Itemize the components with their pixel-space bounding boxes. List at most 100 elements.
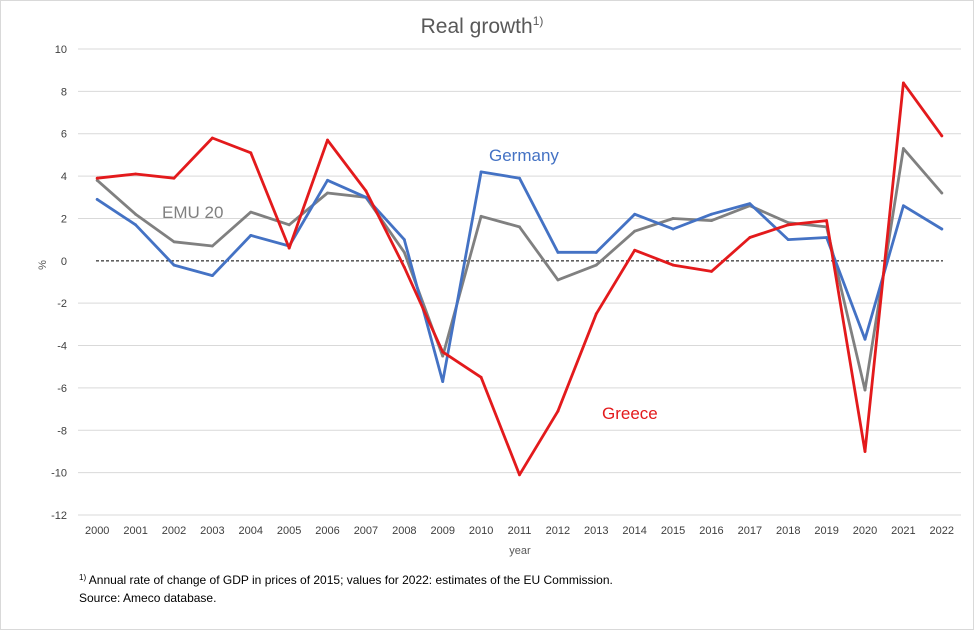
data-point xyxy=(249,151,253,155)
data-point xyxy=(940,191,944,195)
x-tick-label: 2004 xyxy=(239,525,263,537)
data-point xyxy=(940,134,944,138)
data-point xyxy=(556,278,560,282)
chart-title-text: Real growth xyxy=(421,15,533,38)
data-point xyxy=(518,176,521,180)
data-point xyxy=(326,138,329,142)
x-axis-ticks: 2000 2001 2002 2003 2004 2005 2006 2007 2008 2009… xyxy=(85,525,954,537)
series-line-greece xyxy=(95,81,944,477)
footnote: 1) Annual rate of change of GDP in price… xyxy=(79,571,613,607)
y-tick-label: 10 xyxy=(55,44,67,56)
data-point xyxy=(863,337,867,341)
footnote-marker: 1) xyxy=(79,573,87,582)
data-point xyxy=(326,178,329,182)
x-tick-label: 2016 xyxy=(699,525,723,537)
data-point xyxy=(902,204,905,208)
y-axis-label: % xyxy=(37,260,49,270)
data-point xyxy=(671,263,675,267)
data-point xyxy=(710,219,713,222)
data-point xyxy=(479,170,483,174)
y-tick-label: 2 xyxy=(61,213,67,225)
x-tick-label: 2002 xyxy=(162,525,186,537)
data-point xyxy=(518,473,521,477)
y-tick-label: -2 xyxy=(57,298,67,310)
y-tick-label: -6 xyxy=(57,383,67,395)
data-point xyxy=(402,238,406,242)
series-line-germany xyxy=(95,170,944,384)
data-point xyxy=(556,250,560,254)
footnote-line-1: 1) Annual rate of change of GDP in price… xyxy=(79,571,613,589)
x-tick-label: 2006 xyxy=(315,525,339,537)
data-point xyxy=(748,236,752,239)
series-label-germany: Germany xyxy=(489,146,559,165)
data-point xyxy=(134,212,137,216)
data-point xyxy=(134,172,137,176)
x-tick-label: 2009 xyxy=(430,525,454,537)
x-tick-label: 2008 xyxy=(392,525,416,537)
x-tick-label: 2010 xyxy=(469,525,493,537)
y-tick-label: 6 xyxy=(61,129,67,141)
x-tick-label: 2013 xyxy=(584,525,608,537)
data-point xyxy=(633,229,637,233)
data-point xyxy=(287,223,291,227)
data-point xyxy=(902,147,905,150)
y-tick-label: -12 xyxy=(51,510,67,522)
data-point xyxy=(364,189,368,193)
x-tick-label: 2022 xyxy=(930,525,954,537)
data-point xyxy=(863,388,867,392)
y-axis-ticks: -12 -10 -8 -6 -4 -2 0 2 4 6 8 10 xyxy=(51,44,67,522)
x-tick-label: 2003 xyxy=(200,525,224,537)
data-point xyxy=(633,212,637,216)
x-tick-label: 2007 xyxy=(354,525,378,537)
data-point xyxy=(249,234,253,237)
data-point xyxy=(479,214,483,218)
chart-title-superscript: 1) xyxy=(533,14,544,28)
y-tick-label: 8 xyxy=(61,86,67,98)
x-tick-label: 2012 xyxy=(546,525,570,537)
data-point xyxy=(633,248,637,252)
data-point xyxy=(594,250,598,254)
data-point xyxy=(748,202,752,206)
series-lines xyxy=(95,81,944,477)
x-tick-label: 2000 xyxy=(85,525,109,537)
data-point xyxy=(710,270,713,273)
x-tick-label: 2018 xyxy=(776,525,800,537)
data-point xyxy=(518,225,521,229)
data-point xyxy=(786,223,790,227)
data-point xyxy=(402,250,406,254)
x-tick-label: 2015 xyxy=(661,525,685,537)
data-point xyxy=(172,240,176,244)
series-label-emu20: EMU 20 xyxy=(162,203,223,222)
chart-title: Real growth1) xyxy=(421,14,544,38)
data-point xyxy=(249,210,253,214)
data-point xyxy=(556,409,560,413)
x-tick-label: 2021 xyxy=(891,525,915,537)
data-point xyxy=(210,274,214,278)
data-point xyxy=(863,450,867,453)
data-point xyxy=(786,238,790,242)
data-point xyxy=(710,212,713,216)
data-point xyxy=(95,178,99,182)
series-label-greece: Greece xyxy=(602,404,658,423)
data-point xyxy=(594,263,598,267)
data-point xyxy=(172,263,176,267)
data-point xyxy=(402,265,406,269)
x-tick-label: 2014 xyxy=(622,525,646,537)
data-point xyxy=(95,176,99,180)
y-tick-label: -10 xyxy=(51,468,67,480)
footnote-text: Annual rate of change of GDP in prices o… xyxy=(88,573,613,587)
data-point xyxy=(441,350,445,354)
x-tick-label: 2011 xyxy=(508,525,532,537)
data-point xyxy=(210,136,214,140)
data-point xyxy=(441,354,445,358)
gridlines xyxy=(78,48,961,516)
data-point xyxy=(364,195,368,199)
y-tick-label: 4 xyxy=(61,171,67,183)
data-point xyxy=(441,380,445,383)
data-point xyxy=(172,176,176,180)
data-point xyxy=(825,236,829,239)
data-point xyxy=(671,217,675,220)
data-point xyxy=(287,246,291,250)
data-point xyxy=(594,312,598,316)
